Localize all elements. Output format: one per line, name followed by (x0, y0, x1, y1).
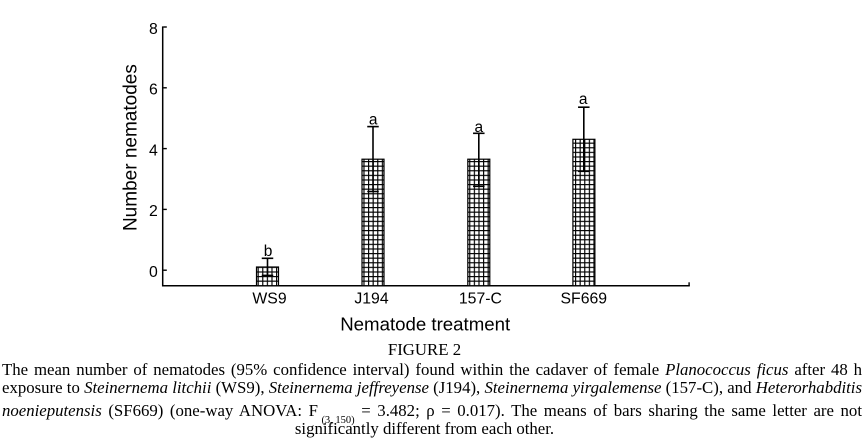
svg-text:b: b (264, 243, 273, 260)
svg-text:a: a (579, 91, 588, 108)
svg-text:Nematode treatment: Nematode treatment (340, 313, 511, 334)
svg-text:157-C: 157-C (459, 291, 502, 308)
svg-text:a: a (474, 119, 483, 136)
svg-text:WS9: WS9 (252, 291, 286, 308)
svg-text:8: 8 (149, 21, 158, 38)
svg-text:0: 0 (149, 264, 158, 281)
svg-text:J194: J194 (354, 291, 388, 308)
svg-text:a: a (369, 111, 378, 128)
svg-text:2: 2 (149, 203, 158, 220)
svg-text:6: 6 (149, 82, 158, 99)
svg-text:Number nematodes: Number nematodes (121, 64, 142, 231)
svg-text:SF669: SF669 (561, 291, 608, 308)
svg-text:4: 4 (149, 142, 158, 159)
